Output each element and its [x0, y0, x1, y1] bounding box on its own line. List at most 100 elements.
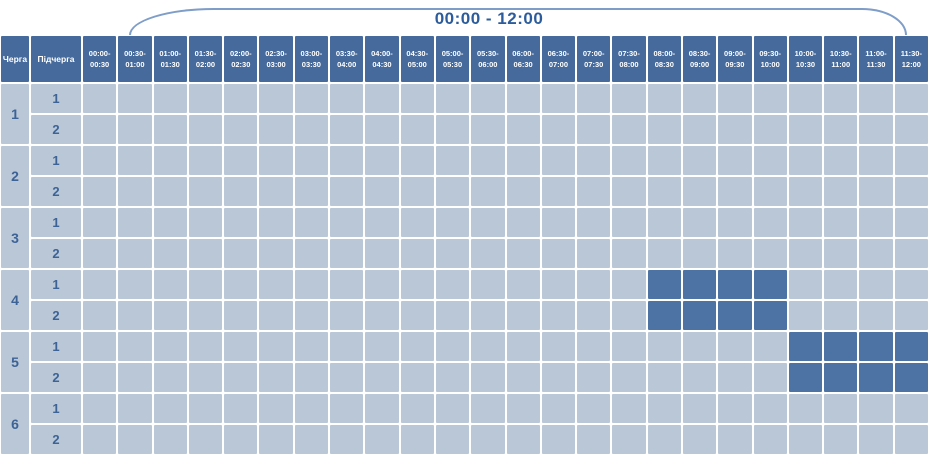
slot-cell	[753, 332, 787, 361]
slot-cell	[824, 301, 858, 330]
slot-cell	[153, 146, 187, 175]
slot-cell	[259, 177, 293, 206]
outage-cell	[788, 363, 823, 392]
slot-cell	[682, 146, 717, 175]
slot-cell	[718, 208, 752, 237]
slot-cell	[400, 146, 434, 175]
slot-cell	[506, 301, 540, 330]
time-slot-header: 01:30- 02:00	[188, 36, 223, 82]
slot-cell	[894, 84, 928, 113]
slot-cell	[753, 394, 787, 423]
slot-cell	[753, 115, 787, 144]
slot-cell	[400, 84, 434, 113]
slot-cell	[541, 301, 576, 330]
slot-cell	[471, 425, 505, 454]
time-slot-header: 03:30- 04:00	[330, 36, 364, 82]
slot-cell	[330, 425, 364, 454]
slot-cell	[365, 115, 399, 144]
slot-cell	[824, 146, 858, 175]
slot-cell	[824, 425, 858, 454]
slot-cell	[788, 115, 823, 144]
slot-cell	[259, 301, 293, 330]
outage-cell	[859, 363, 893, 392]
slot-cell	[118, 363, 152, 392]
slot-cell	[506, 177, 540, 206]
slot-cell	[435, 177, 470, 206]
slot-cell	[859, 239, 893, 268]
slot-cell	[788, 177, 823, 206]
time-slot-header: 05:00- 05:30	[435, 36, 470, 82]
slot-cell	[259, 146, 293, 175]
time-slot-header: 10:30- 11:00	[824, 36, 858, 82]
outage-cell	[647, 270, 681, 299]
slot-cell	[83, 363, 117, 392]
slot-cell	[577, 332, 611, 361]
slot-cell	[365, 332, 399, 361]
slot-cell	[824, 177, 858, 206]
slot-cell	[859, 394, 893, 423]
time-slot-header: 00:30- 01:00	[118, 36, 152, 82]
slot-cell	[647, 332, 681, 361]
slot-cell	[471, 394, 505, 423]
slot-cell	[506, 394, 540, 423]
time-range-title: 00:00 - 12:00	[434, 9, 544, 28]
slot-cell	[365, 208, 399, 237]
slot-cell	[400, 270, 434, 299]
slot-cell	[118, 239, 152, 268]
slot-cell	[294, 177, 329, 206]
slot-cell	[153, 177, 187, 206]
slot-cell	[682, 239, 717, 268]
slot-cell	[153, 208, 187, 237]
slot-cell	[682, 394, 717, 423]
slot-cell	[577, 115, 611, 144]
slot-cell	[682, 363, 717, 392]
slot-cell	[188, 394, 223, 423]
queue-number-cell: 3	[1, 208, 29, 268]
slot-cell	[753, 84, 787, 113]
slot-cell	[188, 84, 223, 113]
slot-cell	[718, 363, 752, 392]
slot-cell	[471, 146, 505, 175]
slot-cell	[294, 84, 329, 113]
slot-cell	[753, 177, 787, 206]
slot-cell	[153, 239, 187, 268]
slot-cell	[612, 332, 646, 361]
time-slot-header: 06:30- 07:00	[541, 36, 576, 82]
slot-cell	[506, 270, 540, 299]
time-slot-header: 08:00- 08:30	[647, 36, 681, 82]
slot-cell	[188, 425, 223, 454]
slot-cell	[894, 115, 928, 144]
slot-cell	[188, 270, 223, 299]
slot-cell	[188, 239, 223, 268]
slot-cell	[83, 84, 117, 113]
outage-cell	[824, 363, 858, 392]
slot-cell	[718, 177, 752, 206]
slot-cell	[118, 84, 152, 113]
slot-cell	[188, 115, 223, 144]
slot-cell	[577, 146, 611, 175]
slot-cell	[259, 425, 293, 454]
slot-cell	[541, 84, 576, 113]
slot-cell	[224, 363, 258, 392]
outage-cell	[859, 332, 893, 361]
slot-cell	[259, 363, 293, 392]
slot-cell	[330, 394, 364, 423]
slot-cell	[153, 425, 187, 454]
slot-cell	[153, 84, 187, 113]
outage-cell	[894, 332, 928, 361]
slot-cell	[612, 146, 646, 175]
slot-cell	[259, 239, 293, 268]
slot-cell	[894, 177, 928, 206]
slot-cell	[647, 84, 681, 113]
slot-cell	[224, 177, 258, 206]
slot-cell	[435, 425, 470, 454]
time-slot-header: 04:00- 04:30	[365, 36, 399, 82]
slot-cell	[294, 239, 329, 268]
slot-cell	[753, 425, 787, 454]
slot-cell	[224, 425, 258, 454]
slot-cell	[753, 146, 787, 175]
slot-cell	[894, 239, 928, 268]
slot-cell	[506, 239, 540, 268]
slot-cell	[224, 270, 258, 299]
slot-cell	[612, 239, 646, 268]
